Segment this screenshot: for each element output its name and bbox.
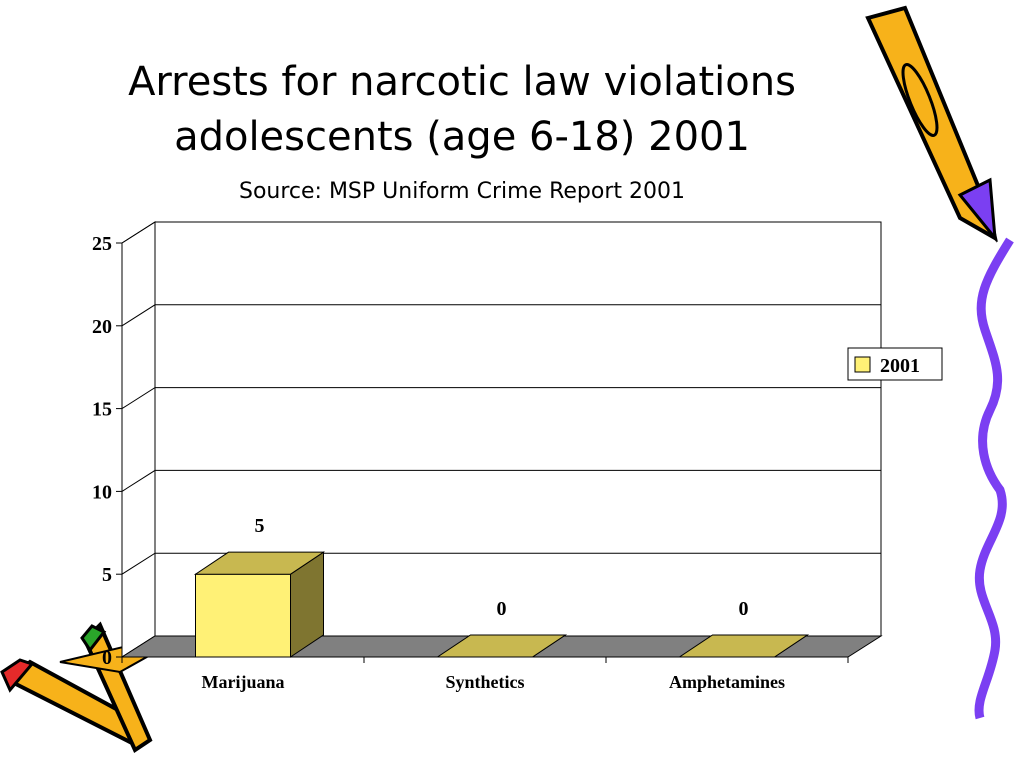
bar-top [193,551,326,575]
legend-swatch [854,356,871,373]
data-label: 5 [255,515,265,537]
y-tick-label: 0 [102,647,112,669]
bar-top [677,634,810,658]
grid-line [121,387,881,410]
x-tick-label: Amphetamines [669,672,785,692]
data-label: 0 [739,598,749,620]
bar [677,634,810,658]
decor-ribbon [974,237,1014,720]
x-tick-label: Marijuana [202,672,285,692]
data-label: 0 [497,598,507,620]
bar [435,634,568,658]
bar-top [435,634,568,658]
grid-line [121,552,881,575]
y-tick-label: 5 [102,564,112,586]
y-tick-label: 20 [92,316,112,338]
y-tick-label: 25 [92,233,112,255]
y-tick-label: 15 [92,399,112,421]
chart-title: adolescents (age 6-18) 2001 [174,114,750,160]
x-tick-label: Synthetics [445,672,524,692]
legend-label: 2001 [880,355,920,377]
decor-pencil [865,5,998,243]
y-tick-label: 10 [92,481,112,503]
side-wall [121,221,156,658]
grid-line [121,304,881,327]
grid-line [121,469,881,492]
bar-front [195,573,291,658]
chart-subtitle: Source: MSP Uniform Crime Report 2001 [239,179,685,204]
bar [193,551,326,658]
chart-title: Arrests for narcotic law violations [128,59,796,105]
grid-line [121,221,881,244]
